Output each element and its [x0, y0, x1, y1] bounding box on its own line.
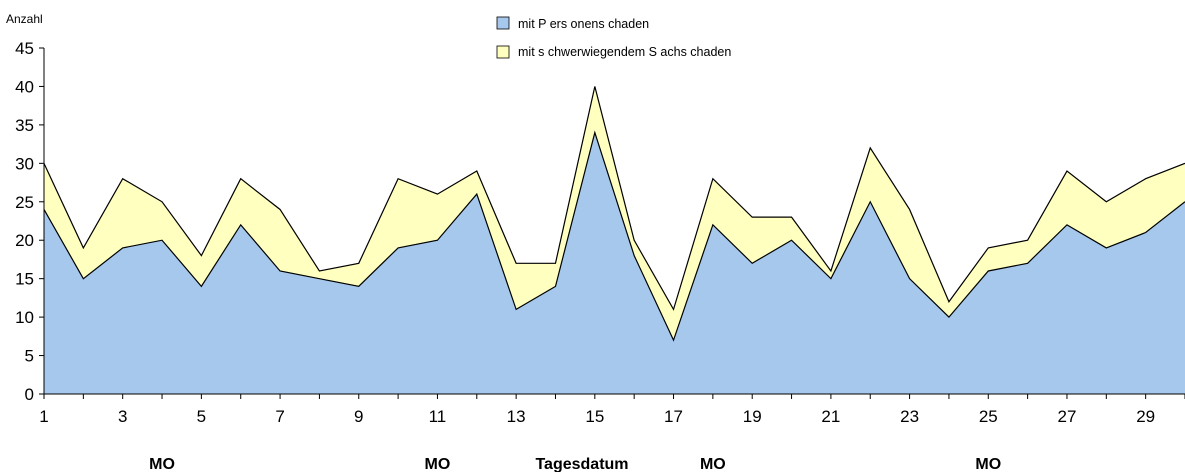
y-tick-label: 30	[15, 154, 34, 173]
y-tick-label: 5	[25, 347, 34, 366]
x-tick-label: 21	[821, 407, 840, 426]
y-tick-label: 25	[15, 193, 34, 212]
legend-label-personenschaden: mit P ers onens chaden	[518, 17, 649, 31]
x-tick-label: 7	[275, 407, 284, 426]
weekday-marker-label: MO	[975, 456, 1001, 472]
x-tick-label: 25	[979, 407, 998, 426]
x-tick-label: 23	[900, 407, 919, 426]
x-tick-label: 15	[585, 407, 604, 426]
x-tick-label: 13	[507, 407, 526, 426]
weekday-marker-label: MO	[700, 456, 726, 472]
plot-area	[43, 86, 1185, 395]
x-axis-label: Tagesdatum	[535, 456, 628, 472]
y-tick-label: 10	[15, 308, 34, 327]
legend-swatch-personenschaden	[496, 16, 510, 30]
weekday-markers: MO MO MO MO	[149, 456, 1001, 472]
legend: mit P ers onens chaden mit s chwerwiegen…	[496, 16, 731, 59]
x-tick-label: 11	[429, 407, 447, 426]
y-tick-label: 15	[15, 270, 34, 289]
x-tick-label: 5	[197, 407, 206, 426]
y-tick-label: 40	[15, 77, 34, 96]
area-series-personenschaden	[44, 132, 1185, 395]
x-axis-ticks: 1 3 5 7 9 11 13 15 17 19 21 23 25 27 29	[39, 394, 1185, 426]
x-tick-label: 9	[354, 407, 363, 426]
x-tick-label: 29	[1136, 407, 1155, 426]
x-tick-label: 3	[118, 407, 127, 426]
legend-swatch-sachschaden	[496, 45, 510, 59]
y-tick-label: 0	[25, 385, 34, 404]
y-axis-ticks: 0 5 10 15 20 25 30 35 40 45	[15, 39, 44, 404]
weekday-marker-label: MO	[425, 456, 451, 472]
weekday-marker-label: MO	[149, 456, 175, 472]
y-tick-label: 45	[15, 39, 34, 58]
legend-label-sachschaden: mit s chwerwiegendem S achs chaden	[518, 45, 731, 59]
x-tick-label: 27	[1058, 407, 1077, 426]
y-axis-label: Anzahl	[6, 12, 43, 26]
line-series-personenschaden	[43, 130, 1185, 342]
x-tick-label: 1	[39, 407, 48, 426]
x-tick-label: 17	[664, 407, 683, 426]
y-tick-label: 20	[15, 231, 34, 250]
line-series-total	[43, 86, 1185, 311]
axes	[43, 48, 1185, 395]
x-tick-label: 19	[743, 407, 762, 426]
y-tick-label: 35	[15, 116, 34, 135]
